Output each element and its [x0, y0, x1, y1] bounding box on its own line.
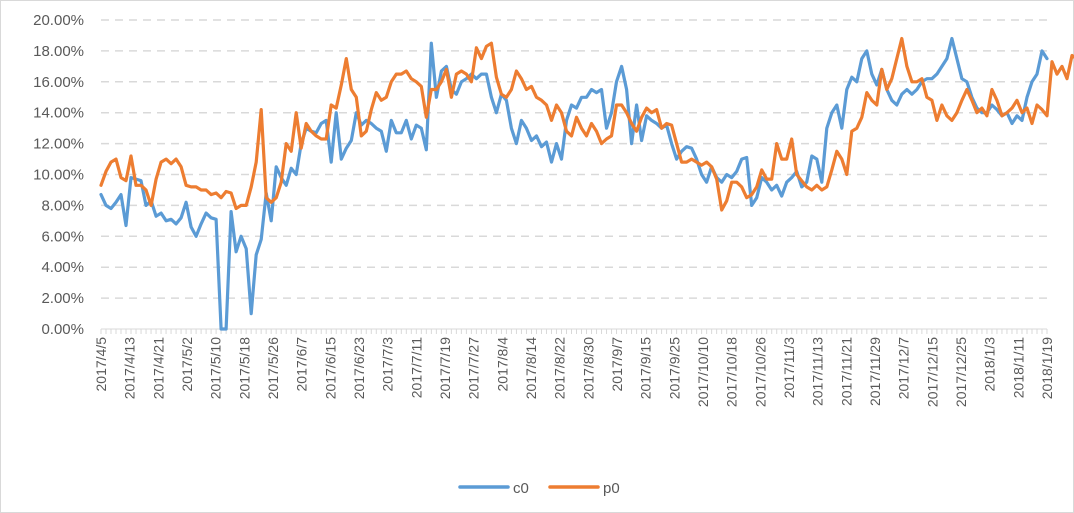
legend-label-c0: c0 [513, 480, 529, 497]
x-tick-label: 2017/8/30 [580, 337, 596, 399]
y-tick-label: 4.00% [41, 259, 84, 276]
x-tick-label: 2017/10/18 [724, 337, 740, 407]
x-tick-label: 2017/6/15 [322, 337, 338, 399]
x-tick-label: 2017/12/25 [953, 337, 969, 407]
x-tick-label: 2017/5/10 [208, 337, 224, 399]
legend: c0 p0 [458, 480, 620, 497]
series-lines [99, 36, 1074, 331]
x-tick-label: 2017/7/27 [466, 337, 482, 399]
series-line-p0 [99, 36, 1074, 212]
x-tick-label: 2017/10/26 [752, 337, 768, 407]
y-tick-label: 12.00% [33, 136, 84, 153]
x-tick-label: 2017/9/25 [666, 337, 682, 399]
x-tick-label: 2017/12/15 [924, 337, 940, 407]
x-tick-label: 2017/11/13 [810, 337, 826, 406]
y-tick-label: 18.00% [33, 43, 84, 60]
x-tick-label: 2017/9/7 [609, 337, 625, 392]
y-tick-label: 0.00% [41, 321, 84, 338]
x-tick-label: 2017/4/13 [122, 337, 138, 399]
y-tick-label: 16.00% [33, 74, 84, 91]
x-tick-label: 2018/1/11 [1010, 337, 1026, 398]
x-tick-label: 2017/7/11 [408, 337, 424, 398]
y-tick-label: 6.00% [41, 228, 84, 245]
x-tick-label: 2017/5/18 [236, 337, 252, 399]
gridlines [101, 19, 1047, 299]
x-tick-label: 2018/1/3 [982, 337, 998, 392]
x-tick-label: 2017/6/7 [294, 337, 310, 392]
x-tick-label: 2017/5/26 [265, 337, 281, 399]
x-tick-label: 2017/6/23 [351, 337, 367, 399]
series-line-c0 [99, 36, 1049, 331]
x-tick-label: 2017/11/3 [781, 337, 797, 398]
x-tick-label: 2017/5/2 [179, 337, 195, 392]
y-axis-tick-labels: 0.00% 2.00% 4.00% 6.00% 8.00% 10.00% 12.00% 14.… [33, 12, 84, 338]
y-tick-label: 2.00% [41, 290, 84, 307]
x-tick-label: 2017/12/7 [896, 337, 912, 399]
y-tick-label: 14.00% [33, 105, 84, 122]
x-axis-tick-labels: 2017/4/5 2017/4/13 2017/4/21 2017/5/2 2017/5… [93, 337, 1055, 407]
x-tick-label: 2017/4/21 [150, 337, 166, 399]
x-tick-label: 2017/7/3 [380, 337, 396, 392]
x-tick-label: 2017/8/14 [523, 337, 539, 399]
x-tick-label: 2017/11/29 [867, 337, 883, 406]
x-tick-label: 2017/4/5 [93, 337, 109, 392]
y-tick-label: 20.00% [33, 12, 84, 29]
x-tick-label: 2017/7/19 [437, 337, 453, 399]
y-tick-label: 8.00% [41, 197, 84, 214]
x-tick-label: 2017/8/22 [552, 337, 568, 399]
y-tick-label: 10.00% [33, 167, 84, 184]
x-tick-label: 2017/10/10 [695, 337, 711, 407]
x-tick-label: 2017/8/4 [494, 337, 510, 392]
x-tick-label: 2018/1/19 [1039, 337, 1055, 399]
x-tick-label: 2017/9/15 [638, 337, 654, 399]
x-tick-label: 2017/11/21 [838, 337, 854, 406]
x-axis [100, 328, 1048, 334]
legend-label-p0: p0 [603, 480, 620, 497]
